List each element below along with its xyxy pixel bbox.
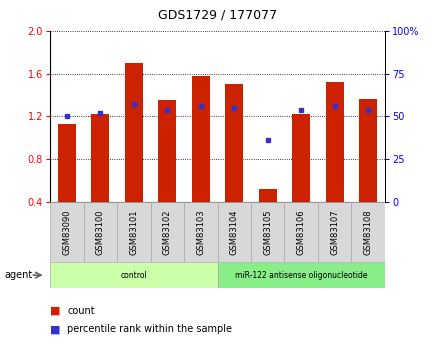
- Text: GDS1729 / 177077: GDS1729 / 177077: [158, 9, 276, 22]
- Bar: [124, 63, 143, 202]
- Bar: [191, 76, 210, 202]
- Text: GSM83090: GSM83090: [62, 209, 71, 255]
- Bar: [57, 124, 76, 202]
- Bar: [291, 114, 310, 202]
- Text: miR-122 antisense oligonucleotide: miR-122 antisense oligonucleotide: [234, 270, 367, 280]
- Text: GSM83102: GSM83102: [162, 209, 171, 255]
- Bar: [50, 262, 217, 288]
- Bar: [217, 262, 384, 288]
- Bar: [83, 202, 117, 262]
- Text: GSM83104: GSM83104: [229, 209, 238, 255]
- Bar: [91, 114, 109, 202]
- Text: count: count: [67, 306, 95, 315]
- Bar: [150, 202, 184, 262]
- Bar: [184, 202, 217, 262]
- Bar: [117, 202, 150, 262]
- Bar: [358, 99, 377, 202]
- Text: percentile rank within the sample: percentile rank within the sample: [67, 325, 232, 334]
- Text: GSM83100: GSM83100: [95, 209, 105, 255]
- Text: GSM83101: GSM83101: [129, 209, 138, 255]
- Text: GSM83103: GSM83103: [196, 209, 205, 255]
- Text: ■: ■: [50, 325, 60, 334]
- Bar: [250, 202, 284, 262]
- Bar: [317, 202, 351, 262]
- Bar: [158, 100, 176, 202]
- Bar: [224, 85, 243, 202]
- Bar: [50, 202, 83, 262]
- Text: control: control: [120, 270, 147, 280]
- Text: GSM83106: GSM83106: [296, 209, 305, 255]
- Text: agent: agent: [4, 270, 33, 280]
- Bar: [351, 202, 384, 262]
- Text: GSM83105: GSM83105: [263, 209, 272, 255]
- Text: ■: ■: [50, 306, 60, 315]
- Bar: [258, 189, 276, 202]
- Bar: [284, 202, 317, 262]
- Bar: [217, 202, 250, 262]
- Bar: [325, 82, 343, 202]
- Text: GSM83108: GSM83108: [363, 209, 372, 255]
- Text: GSM83107: GSM83107: [329, 209, 339, 255]
